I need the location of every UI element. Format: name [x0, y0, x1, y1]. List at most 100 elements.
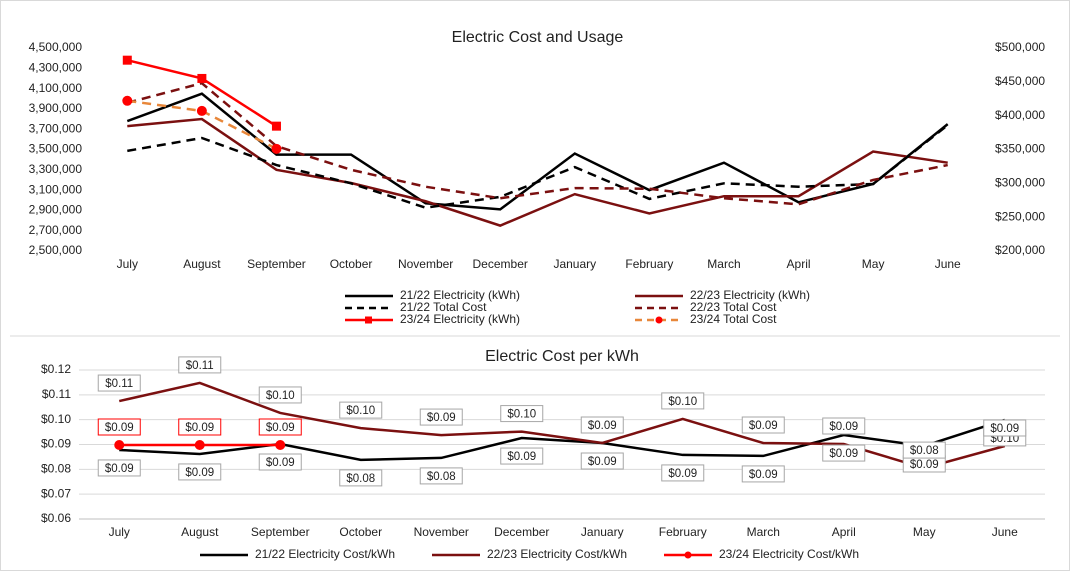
- label-box: [822, 444, 866, 462]
- x-tick-label: April: [787, 257, 811, 271]
- x-tick-label: August: [183, 257, 221, 271]
- x-tick-label: December: [494, 525, 549, 539]
- y-tick-label: 3,700,000: [29, 121, 83, 135]
- x-tick-label: November: [414, 525, 469, 539]
- legend-marker: [684, 551, 692, 559]
- x-tick-label: September: [251, 525, 310, 539]
- y2-tick-label: $300,000: [995, 176, 1045, 190]
- label-box: [339, 401, 383, 419]
- data-label: $0.09: [105, 463, 134, 475]
- label-box: [661, 392, 705, 410]
- data-label: $0.10: [266, 390, 295, 402]
- label-box: [97, 374, 141, 392]
- marker: [275, 439, 286, 450]
- label-box: [258, 418, 302, 436]
- data-label: $0.10: [507, 409, 536, 421]
- x-tick-label: January: [553, 257, 596, 271]
- data-label: $0.08: [910, 445, 939, 457]
- y-tick-label: $0.06: [41, 511, 71, 525]
- data-label: $0.09: [427, 412, 456, 424]
- y-tick-label: 2,500,000: [29, 243, 83, 257]
- series-line: [126, 81, 948, 206]
- data-label: $0.09: [185, 467, 214, 479]
- label-box: [178, 463, 222, 481]
- chart-title: Electric Cost per kWh: [485, 348, 639, 365]
- x-tick-label: February: [625, 257, 673, 271]
- label-box: [258, 386, 302, 404]
- y-tick-label: 2,700,000: [29, 223, 83, 237]
- y2-tick-label: $450,000: [995, 74, 1045, 88]
- legend-label: 22/23 Electricity Cost/kWh: [487, 547, 627, 561]
- x-tick-label: December: [473, 257, 528, 271]
- y2-tick-label: $400,000: [995, 108, 1045, 122]
- data-label: $0.09: [749, 420, 778, 432]
- marker: [194, 439, 205, 450]
- data-label: $0.09: [185, 422, 214, 434]
- y-tick-label: 2,900,000: [29, 203, 83, 217]
- y-tick-label: 3,100,000: [29, 182, 83, 196]
- data-label: $0.09: [829, 421, 858, 433]
- marker: [196, 105, 207, 116]
- y-tick-label: $0.08: [41, 462, 71, 476]
- data-label: $0.09: [266, 457, 295, 469]
- chart-title: Electric Cost and Usage: [452, 29, 624, 46]
- data-label: $0.09: [749, 469, 778, 481]
- series-line: [127, 124, 949, 209]
- label-box: [258, 453, 302, 471]
- marker: [271, 143, 282, 154]
- legend-marker: [365, 316, 372, 324]
- legend-label: 22/23 Electricity (kWh): [690, 288, 810, 302]
- y-tick-label: 4,300,000: [29, 60, 83, 74]
- x-tick-label: June: [935, 257, 961, 271]
- data-label: $0.09: [588, 456, 617, 468]
- label-box: [419, 467, 463, 485]
- legend-label: 23/24 Electricity Cost/kWh: [719, 547, 859, 561]
- legend-label: 21/22 Total Cost: [400, 300, 487, 314]
- x-tick-label: January: [581, 525, 624, 539]
- label-box: [580, 416, 624, 434]
- y-tick-label: $0.09: [41, 437, 71, 451]
- label-box: [500, 405, 544, 423]
- label-box: [741, 465, 785, 483]
- label-box: [419, 408, 463, 426]
- legend-label: 22/23 Total Cost: [690, 300, 777, 314]
- label-box: [97, 459, 141, 477]
- marker: [122, 95, 133, 106]
- data-label: $0.09: [588, 420, 617, 432]
- x-tick-label: October: [339, 525, 382, 539]
- data-label: $0.09: [105, 422, 134, 434]
- x-tick-label: June: [992, 525, 1018, 539]
- label-box: [178, 418, 222, 436]
- marker: [271, 121, 281, 131]
- marker: [114, 439, 125, 450]
- x-tick-label: April: [832, 525, 856, 539]
- x-tick-label: February: [659, 525, 707, 539]
- label-box: [902, 441, 946, 459]
- label-box: [661, 464, 705, 482]
- y-tick-label: $0.10: [41, 412, 71, 426]
- y2-tick-label: $200,000: [995, 243, 1045, 257]
- label-box: [741, 416, 785, 434]
- x-tick-label: May: [862, 257, 885, 271]
- x-tick-label: July: [117, 257, 138, 271]
- data-label: $0.11: [186, 360, 214, 372]
- data-label: $0.11: [105, 378, 133, 390]
- x-tick-label: August: [181, 525, 219, 539]
- x-tick-label: October: [330, 257, 373, 271]
- data-label: $0.09: [829, 448, 858, 460]
- label-box: [983, 419, 1027, 437]
- x-tick-label: March: [707, 257, 740, 271]
- y-tick-label: 3,500,000: [29, 142, 83, 156]
- y2-tick-label: $500,000: [995, 40, 1045, 54]
- y2-tick-label: $350,000: [995, 142, 1045, 156]
- y-tick-label: 4,500,000: [29, 40, 83, 54]
- x-tick-label: July: [109, 525, 130, 539]
- label-box: [97, 418, 141, 436]
- data-label: $0.09: [668, 468, 697, 480]
- marker: [197, 73, 207, 83]
- data-label: $0.09: [910, 459, 939, 471]
- y-tick-label: 4,100,000: [29, 81, 83, 95]
- data-label: $0.10: [668, 396, 697, 408]
